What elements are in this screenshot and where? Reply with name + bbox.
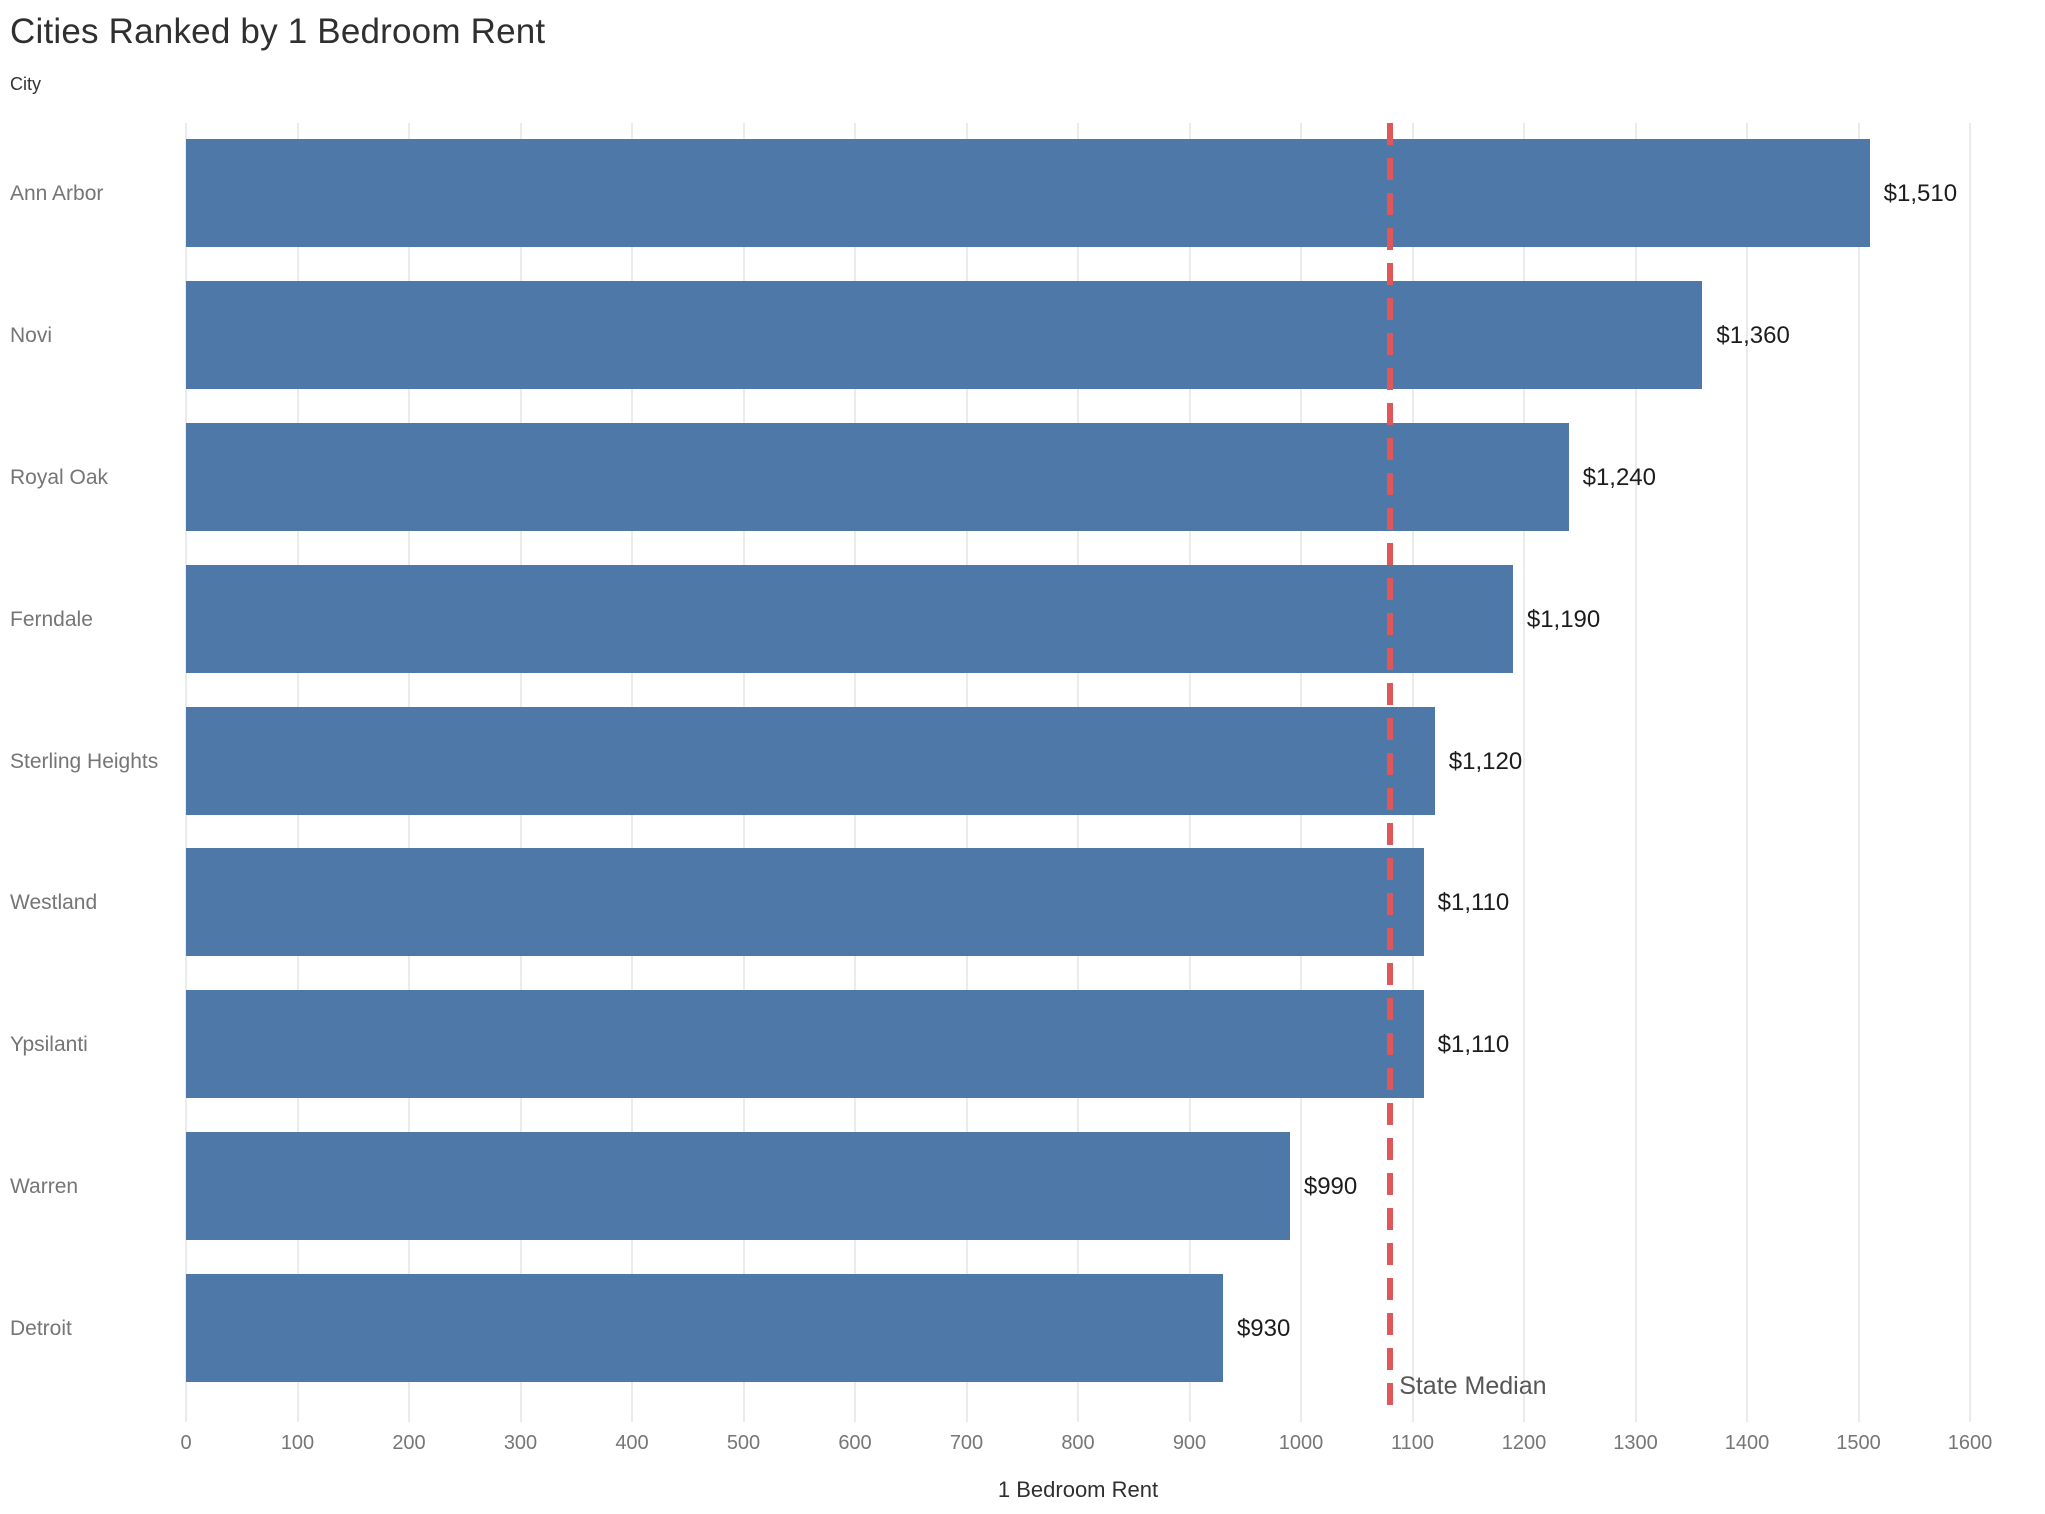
bar-row: Royal Oak $1,240 bbox=[10, 407, 1970, 549]
gridline-1400 bbox=[1746, 123, 1748, 1400]
value-label: $990 bbox=[1303, 1173, 1358, 1201]
x-tick-label-700: 700 bbox=[949, 1432, 984, 1454]
x-tick-label-1200: 1200 bbox=[1501, 1432, 1547, 1454]
x-tickmark-1400 bbox=[1746, 1400, 1748, 1422]
bar-detroit[interactable] bbox=[186, 1274, 1223, 1383]
bar-rows: Ann Arbor $1,510 Novi $1,360 Royal Oak $1,240… bbox=[10, 123, 1970, 1400]
bar-ann-arbor[interactable] bbox=[186, 138, 1870, 247]
bar-warren[interactable] bbox=[186, 1132, 1290, 1241]
x-tick-label-0: 0 bbox=[180, 1432, 192, 1454]
value-label: $1,240 bbox=[1582, 463, 1656, 491]
category-label: Novi bbox=[10, 323, 53, 347]
category-label: Detroit bbox=[10, 1317, 72, 1341]
bar-row: Warren $990 bbox=[10, 1116, 1970, 1258]
x-tick-label-1300: 1300 bbox=[1613, 1432, 1658, 1454]
x-tick-label-900: 900 bbox=[1172, 1432, 1207, 1454]
gridline-1500 bbox=[1857, 123, 1860, 1400]
bar-row: Sterling Heights $1,120 bbox=[10, 691, 1970, 833]
bar-row: Ferndale $1,190 bbox=[10, 549, 1970, 691]
x-tickmark-1600 bbox=[1969, 1400, 1971, 1422]
value-label: $930 bbox=[1236, 1315, 1291, 1343]
bar-sterling-heights[interactable] bbox=[186, 706, 1435, 815]
category-label: Ypsilanti bbox=[10, 1033, 88, 1057]
x-tick-label-500: 500 bbox=[726, 1432, 761, 1454]
category-label: Westland bbox=[10, 891, 98, 915]
x-tickmark-100 bbox=[296, 1400, 299, 1422]
x-tick-label-400: 400 bbox=[615, 1432, 649, 1454]
x-tick-label-800: 800 bbox=[1061, 1432, 1095, 1454]
x-tickmark-400 bbox=[631, 1400, 633, 1422]
x-tickmark-1500 bbox=[1857, 1400, 1860, 1422]
gridline-1300 bbox=[1634, 123, 1637, 1400]
reference-line-label: State Median bbox=[1399, 1372, 1547, 1400]
x-tick-label-200: 200 bbox=[392, 1432, 426, 1454]
x-tick-label-300: 300 bbox=[503, 1432, 538, 1454]
bar-ferndale[interactable] bbox=[186, 564, 1513, 673]
row-axis-title: City bbox=[10, 74, 41, 94]
x-tickmark-1100 bbox=[1411, 1400, 1414, 1422]
bar-novi[interactable] bbox=[186, 280, 1703, 389]
value-label: $1,110 bbox=[1437, 1031, 1510, 1059]
category-label: Royal Oak bbox=[10, 465, 109, 489]
x-tickmark-500 bbox=[742, 1400, 745, 1422]
category-label: Ann Arbor bbox=[10, 181, 104, 205]
x-tick-label-1500: 1500 bbox=[1836, 1432, 1881, 1454]
category-label: Warren bbox=[10, 1175, 79, 1199]
x-tickmark-900 bbox=[1188, 1400, 1191, 1422]
bar-row: Novi $1,360 bbox=[10, 265, 1970, 407]
category-label: Ferndale bbox=[10, 607, 93, 631]
x-tick-label-1400: 1400 bbox=[1724, 1432, 1770, 1454]
x-tickmark-0 bbox=[185, 1400, 187, 1422]
state-median-reference-line bbox=[1387, 123, 1394, 1405]
x-tickmark-1300 bbox=[1634, 1400, 1637, 1422]
x-axis-title: 1 Bedroom Rent bbox=[997, 1477, 1159, 1502]
plot-area: Ann Arbor $1,510 Novi $1,360 Royal Oak $1,240… bbox=[10, 123, 1971, 1400]
x-tick-label-100: 100 bbox=[280, 1432, 315, 1454]
chart-title: Cities Ranked by 1 Bedroom Rent bbox=[10, 12, 546, 51]
value-label: $1,510 bbox=[1883, 179, 1958, 207]
x-tick-label-1100: 1100 bbox=[1390, 1432, 1434, 1454]
bar-row: Detroit $930 bbox=[10, 1258, 1970, 1400]
value-label: $1,110 bbox=[1437, 889, 1510, 917]
value-label: $1,360 bbox=[1716, 321, 1790, 349]
x-tickmark-600 bbox=[854, 1400, 856, 1422]
x-tickmark-800 bbox=[1077, 1400, 1079, 1422]
value-label: $1,120 bbox=[1448, 747, 1523, 775]
x-tickmark-700 bbox=[965, 1400, 968, 1422]
x-tickmark-300 bbox=[519, 1400, 522, 1422]
x-tick-label-600: 600 bbox=[838, 1432, 872, 1454]
x-tickmark-1200 bbox=[1523, 1400, 1525, 1422]
x-tick-label-1600: 1600 bbox=[1947, 1432, 1993, 1454]
bar-row: Westland $1,110 bbox=[10, 832, 1970, 974]
gridline-1200 bbox=[1523, 123, 1525, 1400]
category-label: Sterling Heights bbox=[10, 749, 159, 773]
bar-row: Ann Arbor $1,510 bbox=[10, 123, 1970, 265]
x-tickmark-1000 bbox=[1300, 1400, 1302, 1422]
x-tickmark-200 bbox=[408, 1400, 410, 1422]
gridline-1600 bbox=[1969, 123, 1971, 1400]
bar-ypsilanti[interactable] bbox=[186, 990, 1424, 1099]
value-label: $1,190 bbox=[1526, 605, 1601, 633]
x-tick-label-1000: 1000 bbox=[1278, 1432, 1324, 1454]
bar-row: Ypsilanti $1,110 bbox=[10, 974, 1970, 1116]
bar-royal-oak[interactable] bbox=[186, 422, 1569, 531]
bar-westland[interactable] bbox=[186, 848, 1424, 957]
